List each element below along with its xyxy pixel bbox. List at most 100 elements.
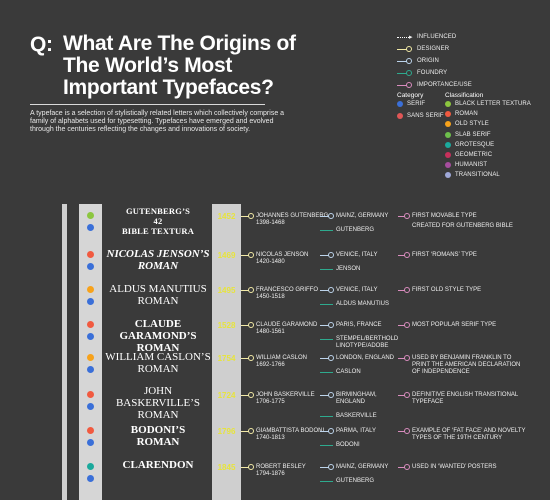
origin-line: PARMA, ITALY xyxy=(336,428,377,434)
origin-line: PARIS, FRANCE xyxy=(336,322,382,328)
importance-text: FIRST OLD STYLE TYPE xyxy=(412,287,481,294)
importance-connector xyxy=(398,216,406,217)
origin-connector xyxy=(320,358,330,359)
designer-connector xyxy=(241,358,250,359)
typeface-name-line: JOHN xyxy=(143,385,173,397)
legend-line-label: FOUNDRY xyxy=(417,70,448,76)
importance-text: MOST POPULAR SERIF TYPE xyxy=(412,322,496,329)
origin-text: MAINZ, GERMANY xyxy=(336,213,388,220)
designer-line: ROBERT BESLEY xyxy=(256,464,306,470)
designer-text: WILLIAM CASLON 1692-1766 xyxy=(256,355,307,369)
origin-text: PARMA, ITALY xyxy=(336,428,376,435)
foundry-line: GUTENBERG xyxy=(336,478,375,484)
origin-text: VENICE, ITALY xyxy=(336,287,377,294)
designer-line: 1692-1766 xyxy=(256,362,285,368)
typeface-name: BODONI’S ROMAN xyxy=(102,424,214,448)
typeface-year: 1796 xyxy=(217,427,236,436)
importance-node-icon xyxy=(404,355,410,361)
origin-node-icon xyxy=(328,428,334,434)
title-question-mark: Q: xyxy=(30,33,53,56)
origin-text: BIRMINGHAM, ENGLAND xyxy=(336,392,377,406)
foundry-line: CASLON xyxy=(336,369,361,375)
typeface-name-line: ROMAN xyxy=(136,436,180,448)
classification-dot-icon xyxy=(87,463,94,470)
year-column xyxy=(212,204,241,500)
typeface-name-line: CLARENDON xyxy=(122,459,194,471)
importance-line: MOST POPULAR SERIF TYPE xyxy=(412,322,497,328)
importance-line: PRINT THE AMERICAN DECLARATION xyxy=(412,362,521,368)
designer-line: JOHANNES GUTENBERG xyxy=(256,213,329,219)
typeface-name: WILLIAM CASLON’S ROMAN xyxy=(102,351,214,375)
foundry-line: ALDUS MANUTIUS xyxy=(336,301,390,307)
importance-text: USED IN ‘WANTED’ POSTERS xyxy=(412,464,497,471)
typeface-name-line: ROMAN xyxy=(137,409,179,421)
designer-node-icon xyxy=(248,355,254,361)
designer-line: 1420-1480 xyxy=(256,259,285,265)
category-dot-icon xyxy=(87,298,94,305)
designer-node-icon xyxy=(248,428,254,434)
designer-line: 1398-1468 xyxy=(256,220,285,226)
origin-node-icon xyxy=(328,355,334,361)
origin-line: ENGLAND xyxy=(336,399,366,405)
origin-text: VENICE, ITALY xyxy=(336,252,377,259)
importance-connector xyxy=(398,255,406,256)
classification-heading: Classification xyxy=(445,92,484,99)
title-line-2: The World’s Most xyxy=(63,54,233,77)
foundry-text: CASLON xyxy=(336,369,361,376)
foundry-line: GUTENBERG xyxy=(336,227,375,233)
origin-text: LONDON, ENGLAND xyxy=(336,355,394,362)
importance-node-icon xyxy=(404,392,410,398)
typeface-name-line: ROMAN xyxy=(137,295,179,307)
designer-connector xyxy=(241,216,250,217)
foundry-connector xyxy=(320,269,333,270)
category-dot-icon xyxy=(87,439,94,446)
importance-text: EXAMPLE OF ‘FAT FACE’ AND NOVELTY TYPES O… xyxy=(412,428,525,442)
foundry-connector xyxy=(320,339,333,340)
foundry-connector xyxy=(320,445,333,446)
category-dot-icon xyxy=(87,263,94,270)
classification-dot-icon xyxy=(445,152,451,158)
typeface-row: GUTENBERG’S 42 BIBLE TEXTURA 1452 JOHANNES G… xyxy=(0,206,550,246)
classification-dot-icon xyxy=(87,391,94,398)
designer-line: 1450-1518 xyxy=(256,294,285,300)
typeface-row: BODONI’S ROMAN 1796 GIAMBATTISTA BODONI 1740… xyxy=(0,424,550,461)
classification-label: TRANSITIONAL xyxy=(455,172,500,179)
designer-text: GIAMBATTISTA BODONI 1740-1813 xyxy=(256,428,324,442)
foundry-connector xyxy=(320,230,333,231)
importance-text: USED BY BENJAMIN FRANKLIN TO PRINT THE AM… xyxy=(412,355,520,376)
category-dot-icon xyxy=(87,403,94,410)
classification-label: ROMAN xyxy=(455,111,478,118)
origin-node-icon xyxy=(328,392,334,398)
importance-line: FIRST ‘ROMANS’ TYPE xyxy=(412,252,477,258)
designer-node-icon xyxy=(248,322,254,328)
typeface-row: CLAUDE GARAMOND’S ROMAN 1528 CLAUDE GARAMON… xyxy=(0,318,550,355)
legend: ▸ INFLUENCED DESIGNER ORIGIN FOUNDRY IMPORTAN… xyxy=(0,0,550,200)
typeface-name-line: WILLIAM CASLON’S xyxy=(105,351,211,363)
importance-line: OF INDEPENDENCE xyxy=(412,369,470,375)
importance-node-icon xyxy=(404,213,410,219)
foundry-text: JENSON xyxy=(336,266,360,273)
typeface-year: 1724 xyxy=(217,391,236,400)
foundry-text: STEMPEL/BERTHOLD LINOTYPE/ADOBE xyxy=(336,336,398,350)
importance-connector xyxy=(398,395,406,396)
designer-node-icon xyxy=(248,252,254,258)
legend-line-label: INFLUENCED xyxy=(417,34,457,40)
origin-connector xyxy=(320,467,330,468)
typeface-name-line: BIBLE TEXTURA xyxy=(121,226,195,236)
designer-line: 1740-1813 xyxy=(256,435,285,441)
importance-line: FIRST OLD STYLE TYPE xyxy=(412,287,482,293)
title-line-3: Important Typefaces? xyxy=(63,76,274,99)
origin-line: VENICE, ITALY xyxy=(336,287,378,293)
importance-line: USED BY BENJAMIN FRANKLIN TO xyxy=(412,355,512,361)
typeface-name-line: ROMAN xyxy=(137,260,179,272)
origin-line: LONDON, ENGLAND xyxy=(336,355,395,361)
category-dot-icon xyxy=(87,224,94,231)
foundry-connector xyxy=(320,304,333,305)
classification-label: GROTESQUE xyxy=(455,141,495,148)
category-label: SANS SERIF xyxy=(407,113,444,119)
foundry-text: BASKERVILLE xyxy=(336,413,377,420)
importance-connector xyxy=(398,290,406,291)
importance-line: USED IN ‘WANTED’ POSTERS xyxy=(412,464,497,470)
typeface-year: 1452 xyxy=(217,212,236,221)
designer-connector xyxy=(241,467,250,468)
